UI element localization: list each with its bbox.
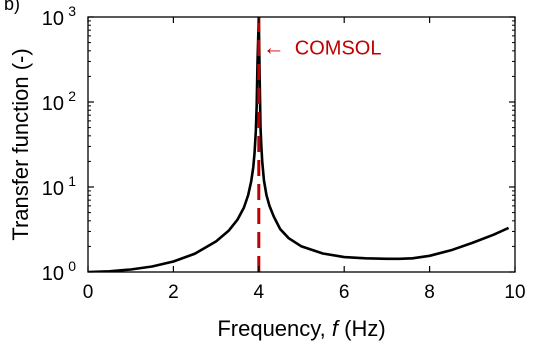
x-tick-label: 2 <box>168 282 179 303</box>
comsol-annotation: ← COMSOL <box>263 34 382 59</box>
y-tick-label: 10 1 <box>42 173 76 200</box>
y-tick-label: 10 3 <box>42 3 76 30</box>
annotation-label: COMSOL <box>295 37 382 59</box>
x-axis-label-main: Frequency, <box>217 316 332 341</box>
y-axis-label: Transfer function (-) <box>8 48 33 240</box>
x-tick-label: 8 <box>424 282 435 303</box>
panel-label: b) <box>4 0 20 14</box>
x-axis-label-unit: (Hz) <box>338 316 386 341</box>
x-tick-label: 6 <box>339 282 350 303</box>
axes-frame <box>87 16 516 273</box>
y-tick-label: 10 0 <box>42 258 76 285</box>
x-axis-label: Frequency, f (Hz) <box>217 316 385 341</box>
transfer-function-curve <box>88 17 510 272</box>
x-axis: 0 2 4 6 8 10 <box>83 17 526 303</box>
x-tick-label: 10 <box>504 282 525 303</box>
y-tick-label: 10 2 <box>42 88 76 115</box>
x-tick-label: 4 <box>254 282 265 303</box>
x-axis-label-variable: f <box>332 316 341 341</box>
annotation-arrow: ← <box>263 34 285 59</box>
plot-area <box>88 17 510 272</box>
x-tick-label: 0 <box>83 282 94 303</box>
